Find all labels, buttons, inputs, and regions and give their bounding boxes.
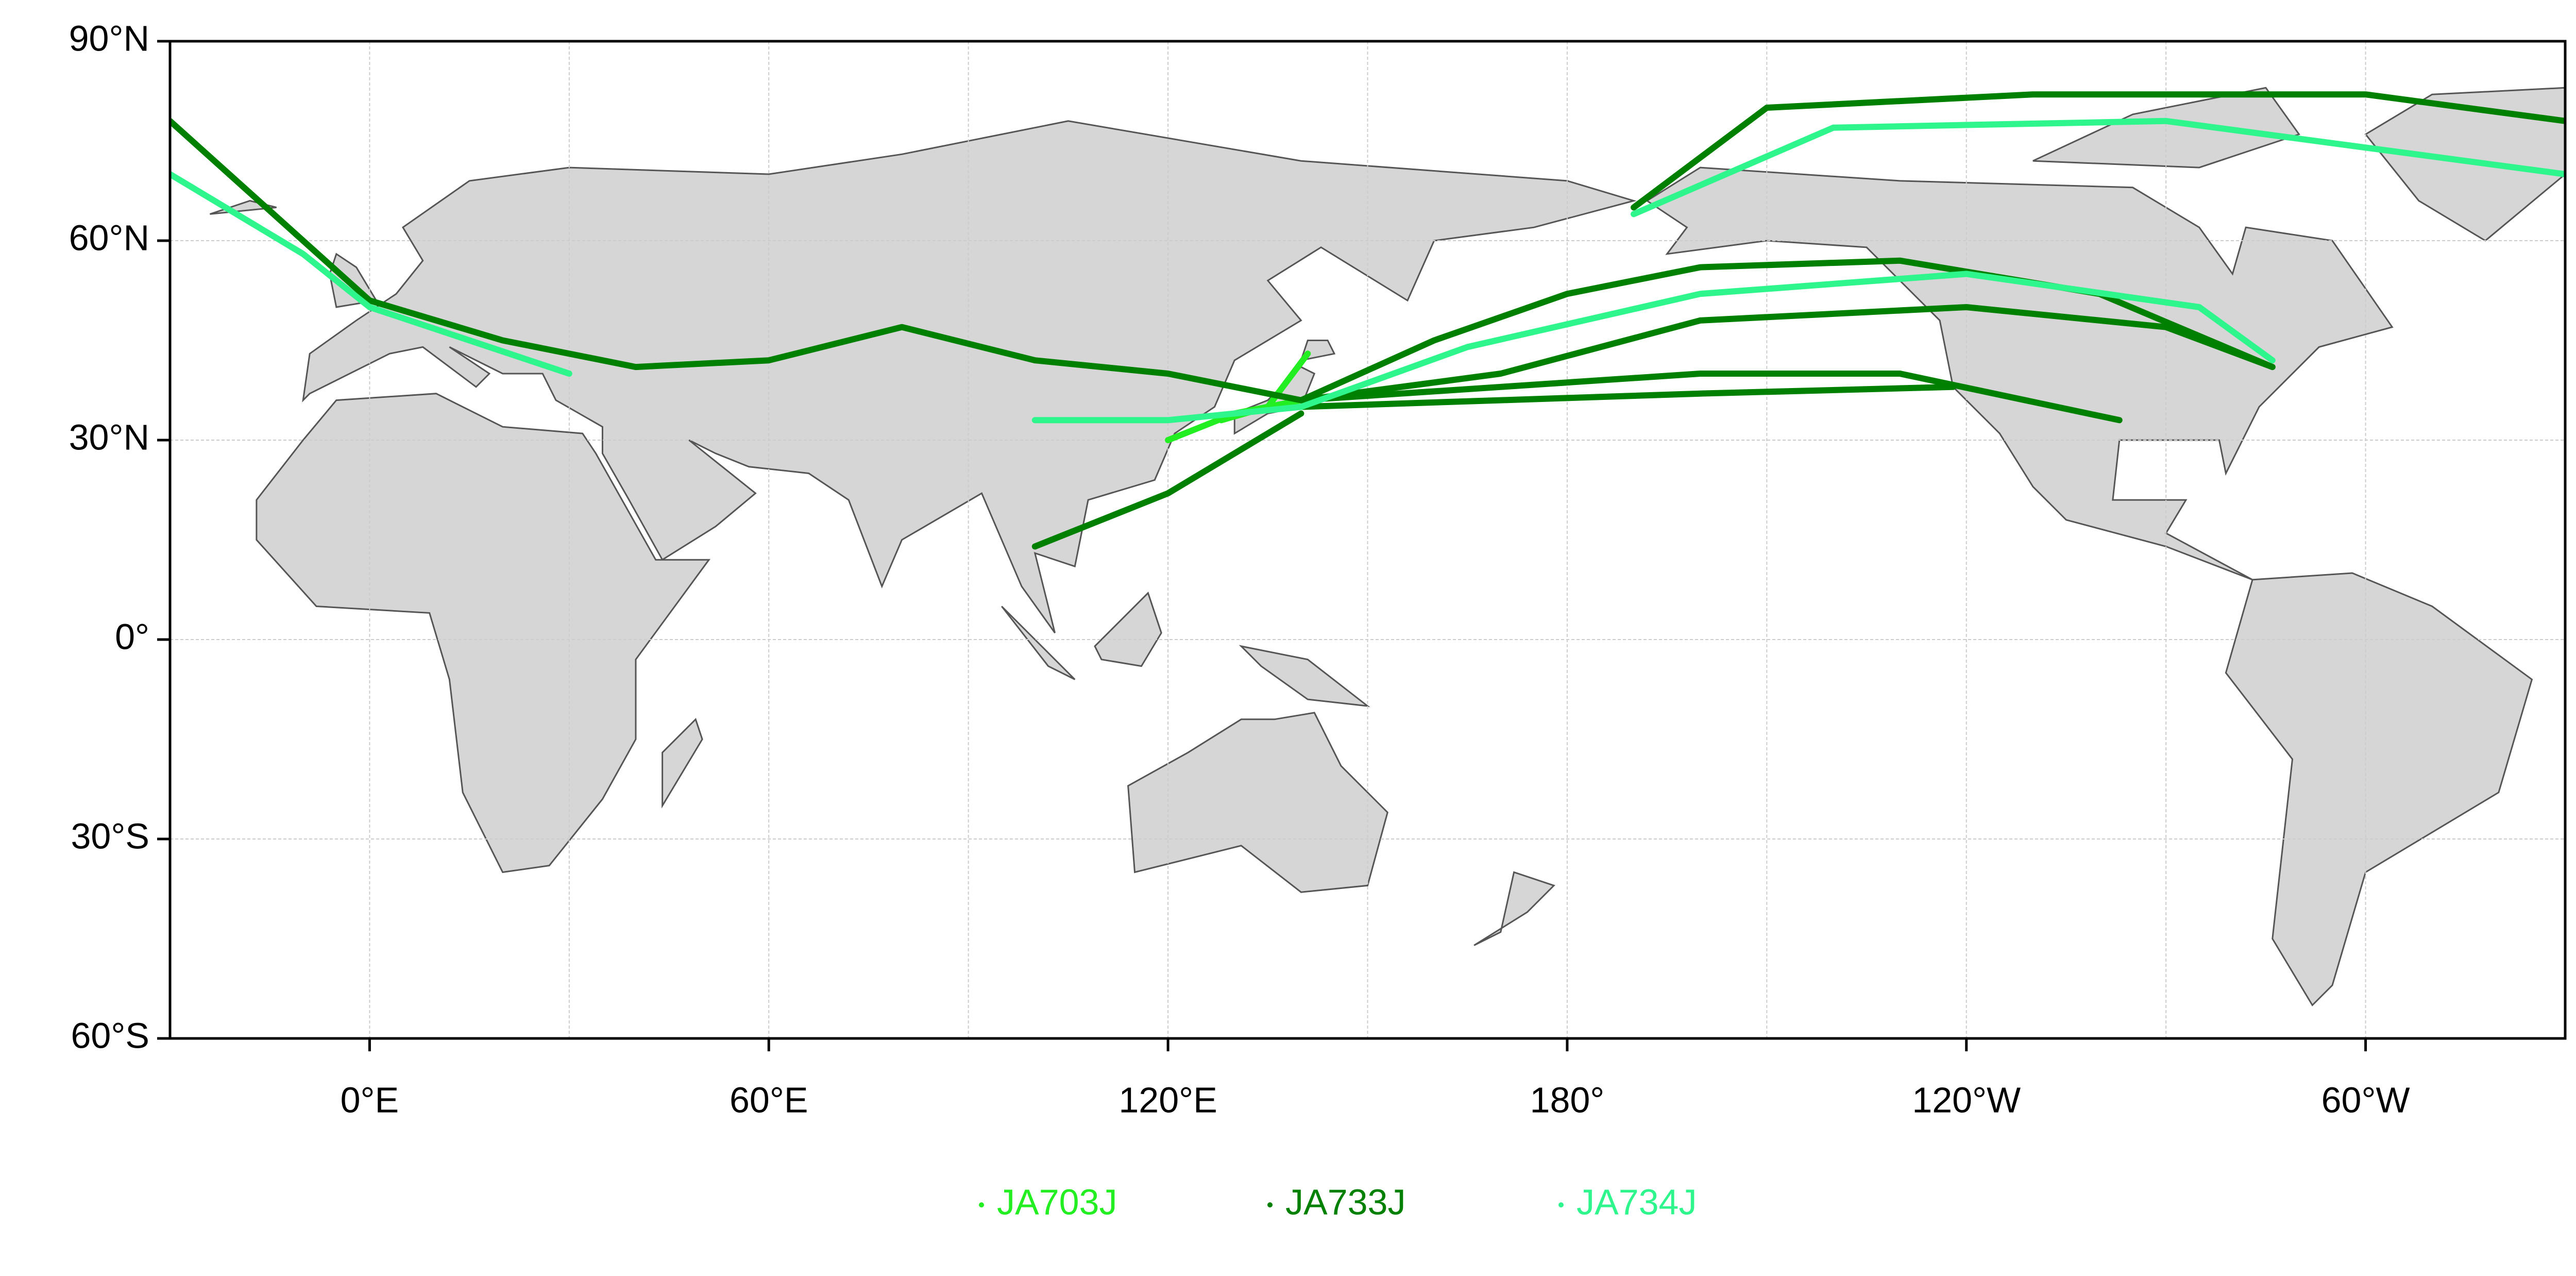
- x-tick-label: 180°: [1530, 1080, 1605, 1120]
- x-tick-label: 60°W: [2321, 1080, 2410, 1120]
- y-tick-label: 30°N: [69, 417, 149, 457]
- land: [210, 87, 2565, 1006]
- x-tick-label: 120°E: [1118, 1080, 1217, 1120]
- flight-track: [1298, 383, 1956, 410]
- flight-track: [170, 171, 572, 377]
- y-tick-label: 90°N: [69, 18, 149, 58]
- x-tick-label: 60°E: [730, 1080, 808, 1120]
- flight-track: [1031, 410, 1304, 550]
- flight-track: [1631, 91, 2565, 211]
- flight-track: [1631, 117, 2565, 217]
- flight-track: [1298, 271, 2276, 410]
- landmass: [1646, 166, 2394, 581]
- landmass: [2364, 87, 2565, 242]
- landmass: [1094, 591, 1162, 667]
- landmass: [1127, 712, 1388, 893]
- y-tick-label: 60°N: [69, 217, 149, 258]
- landmass: [2225, 572, 2533, 1006]
- legend-label: JA703J: [997, 1182, 1117, 1222]
- landmass: [1239, 645, 1370, 708]
- legend-marker: [979, 1202, 984, 1207]
- landmass: [1473, 871, 1555, 946]
- flight-track: [1298, 371, 2123, 424]
- x-tick-label: 0°E: [341, 1080, 399, 1120]
- legend-label: JA733J: [1285, 1182, 1405, 1222]
- flight-track: [1031, 404, 1304, 424]
- tracks: [170, 91, 2565, 550]
- legend-label: JA734J: [1577, 1182, 1697, 1222]
- legend-marker: [1267, 1202, 1273, 1207]
- landmass: [662, 718, 703, 809]
- x-tick-label: 120°W: [1912, 1080, 2021, 1120]
- plot-frame: [168, 40, 2567, 1040]
- y-tick-label: 0°: [115, 616, 149, 657]
- y-tick-label: 60°S: [71, 1015, 149, 1055]
- flight-track: [170, 117, 1304, 404]
- legend-marker: [1558, 1202, 1564, 1207]
- y-tick-label: 30°S: [71, 816, 149, 856]
- landmass: [1001, 606, 1076, 680]
- flight-track: [1298, 304, 2276, 404]
